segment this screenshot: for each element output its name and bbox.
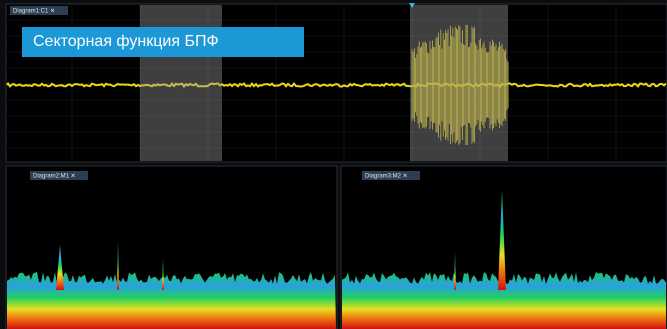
spectrum [7, 190, 666, 329]
peak [454, 252, 456, 290]
peak [498, 190, 506, 290]
peak [162, 258, 164, 290]
noise-band [7, 272, 336, 329]
peak [56, 245, 64, 290]
trigger-marker [409, 3, 415, 8]
tab-label: Diagram2:M1 ✕ [33, 174, 76, 180]
banner-text: Секторная функция БПФ [33, 33, 219, 50]
tab-label: Diagram1:C1 ✕ [13, 9, 55, 15]
tab-label: Diagram3:M2 ✕ [365, 174, 408, 180]
banner [22, 27, 304, 57]
trace-line [6, 81, 667, 89]
noise-band [342, 272, 666, 329]
peak [117, 240, 119, 290]
tab[interactable] [30, 171, 88, 180]
tab[interactable] [362, 171, 420, 180]
signal-trace [6, 24, 667, 146]
tab[interactable] [10, 6, 68, 15]
gate-region [410, 5, 508, 161]
